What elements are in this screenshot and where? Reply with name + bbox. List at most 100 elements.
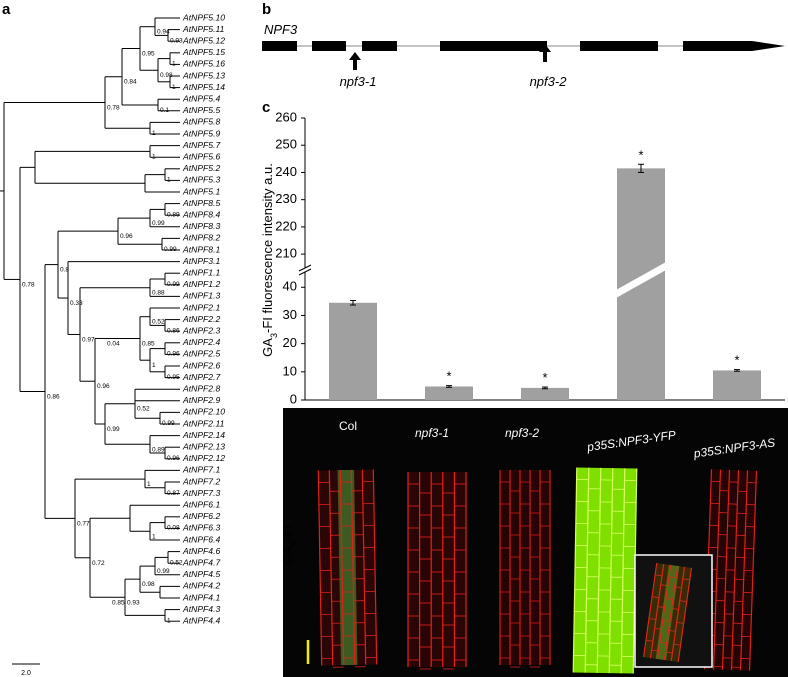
support-value: 0.8	[60, 267, 69, 274]
support-value: 1	[152, 153, 156, 160]
support-value: 0.52	[170, 559, 183, 566]
gene-model: NPF3 npf3-1 npf3-2	[262, 22, 785, 89]
leaf-label: AtNPF8.5	[182, 198, 220, 208]
leaf-label: AtNPF2.9	[182, 395, 220, 405]
root-tissue	[408, 472, 466, 667]
support-value: 1	[152, 130, 156, 137]
axis-break	[298, 264, 312, 272]
cell-wall	[657, 606, 665, 608]
leaf-label: AtNPF2.13	[182, 441, 225, 451]
bar	[329, 302, 377, 400]
support-value: 0.94	[157, 29, 170, 36]
support-value: 1	[172, 61, 176, 68]
cell-wall	[328, 470, 334, 666]
leaf-label: AtNPF2.14	[182, 430, 225, 440]
cell-wall	[350, 469, 356, 665]
support-value: 0.99	[162, 420, 175, 427]
cell-wall	[655, 574, 663, 577]
significance-star: *	[734, 353, 739, 368]
leaf-label: AtNPF2.3	[182, 325, 220, 335]
cell-wall	[679, 600, 687, 602]
root-tissue	[573, 467, 637, 674]
leaf-label: AtNPF5.2	[182, 163, 220, 173]
leaf-label: AtNPF5.10	[182, 12, 225, 22]
support-value: 0.78	[107, 104, 120, 111]
leaf-label: AtNPF2.10	[182, 407, 225, 417]
cell-wall	[317, 470, 323, 666]
leaf-label: AtNPF5.9	[182, 128, 220, 138]
support-value: 0.86	[47, 394, 60, 401]
support-value: 1	[167, 617, 171, 624]
support-value: 0.96	[120, 233, 133, 240]
image-row-label-part: GA	[280, 546, 295, 565]
leaf-label: AtNPF6.2	[182, 511, 220, 521]
root-image	[642, 562, 693, 663]
cell-wall	[648, 618, 656, 620]
image-label: npf3-2	[505, 426, 539, 440]
support-value: 0.85	[112, 599, 125, 606]
support-value: 0.89	[167, 211, 180, 218]
support-value: 0.89	[152, 446, 165, 453]
leaf-label: AtNPF4.7	[182, 557, 221, 567]
support-value: 0.99	[167, 281, 180, 288]
y-axis-label-part: -FI fluorescence intensity a.u.	[260, 163, 275, 333]
leaf-label: AtNPF5.16	[182, 59, 225, 69]
image-label: Col	[339, 419, 357, 433]
leaf-label: AtNPF1.1	[182, 267, 220, 277]
leaf-label: AtNPF7.3	[182, 488, 220, 498]
leaf-label: AtNPF5.15	[182, 47, 225, 57]
y-tick-label: 20	[283, 335, 297, 350]
cell-wall	[660, 584, 668, 587]
bar	[521, 387, 569, 400]
panel-label: b	[262, 1, 271, 18]
leaf-label: AtNPF2.5	[182, 349, 220, 359]
support-value: 1	[152, 362, 156, 369]
support-value: 1	[147, 481, 151, 488]
axis-break	[298, 268, 312, 276]
leaf-label: AtNPF8.3	[182, 221, 220, 231]
leaf-label: AtNPF5.4	[182, 93, 220, 103]
support-value: 0.99	[152, 220, 165, 227]
leaf-label: AtNPF5.6	[182, 151, 220, 161]
micrographs	[306, 467, 758, 674]
bar	[713, 370, 761, 400]
cell-wall	[674, 586, 682, 589]
support-value: 0.08	[167, 525, 180, 532]
bar-break	[616, 262, 666, 298]
bar	[425, 386, 473, 400]
y-tick-label: 240	[275, 164, 297, 179]
bar	[617, 168, 665, 400]
support-value: 0.99	[107, 426, 120, 433]
leaf-label: AtNPF4.5	[182, 569, 220, 579]
image-row-label: GA3-FI	[280, 525, 299, 565]
support-value: 0.33	[70, 300, 83, 307]
leaf-label: AtNPF5.1	[182, 186, 220, 196]
cell-wall	[651, 596, 660, 599]
root-image	[317, 469, 378, 668]
support-value: 0.84	[124, 79, 137, 86]
leaf-label: AtNPF2.4	[182, 337, 220, 347]
root-image	[499, 470, 551, 668]
leaf-label: AtNPF5.13	[182, 70, 225, 80]
cell-wall	[656, 564, 672, 660]
support-value: 1	[167, 177, 171, 184]
allele-label: npf3-1	[340, 74, 377, 89]
support-value: 0.52	[137, 406, 150, 413]
tree: 0.930.94110.980.950.10.8410.78110.890.99…	[0, 17, 183, 624]
cell-wall	[665, 598, 673, 601]
support-value: 1	[152, 533, 156, 540]
leaf-label: AtNPF4.2	[182, 581, 220, 591]
support-value: 0.87	[167, 490, 180, 497]
image-row-label-sub: 3	[289, 541, 299, 546]
leaf-label: AtNPF6.4	[182, 534, 220, 544]
leaf-label: AtNPF8.1	[182, 244, 220, 254]
panel-label: a	[2, 1, 11, 18]
leaf-label: AtNPF2.6	[182, 360, 220, 370]
support-value: 0.88	[152, 290, 165, 297]
exon	[362, 41, 397, 51]
root-stele	[655, 564, 680, 661]
support-value: 0.86	[167, 327, 180, 334]
leaf-label: AtNPF5.11	[182, 24, 225, 34]
leaf-label: AtNPF6.1	[182, 499, 220, 509]
cell-wall	[670, 566, 686, 662]
